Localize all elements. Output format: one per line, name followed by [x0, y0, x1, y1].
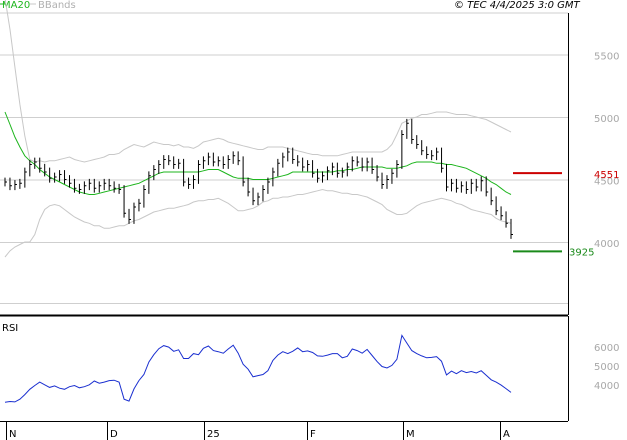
bbands-legend: BBands: [38, 0, 76, 11]
price-ytick-labels: 5500 5000 4500 4000: [594, 52, 619, 251]
rsi-ytick-label: 6000: [594, 343, 619, 354]
rsi-title: RSI: [2, 323, 18, 334]
price-panel: 5500 5000 4500 4000 4551 3925: [0, 0, 619, 315]
rsi-line: [4, 334, 512, 403]
bbands-lower-line: [4, 188, 512, 258]
time-axis-label: D: [110, 429, 118, 440]
rsi-ytick-label: 5000: [594, 362, 619, 373]
ma20-legend: MA20: [2, 0, 30, 11]
ma20-line: [4, 111, 512, 195]
legend-bar: [0, 0, 420, 12]
time-axis-label: 25: [207, 429, 220, 440]
price-ytick-label: 4000: [594, 239, 619, 250]
rsi-ytick-labels: 6000 5000 4000: [594, 343, 619, 392]
rsi-ytick-label: 4000: [594, 381, 619, 392]
time-axis-label: N: [9, 429, 16, 440]
price-gridlines: [0, 54, 568, 243]
support-label: 3925: [569, 247, 594, 258]
time-axis-label: M: [406, 429, 415, 440]
resistance-label: 4551: [594, 170, 619, 181]
time-axis-label: F: [310, 429, 316, 440]
price-bars: [4, 118, 513, 239]
price-ytick-label: 5500: [594, 52, 619, 63]
rsi-panel: RSI 6000 5000 4000: [2, 316, 619, 421]
time-axis-label: A: [503, 429, 510, 440]
price-ytick-label: 4500: [594, 177, 619, 188]
time-axis-labels: N D 25 F M A: [6, 421, 510, 440]
price-ytick-label: 5000: [594, 114, 619, 125]
copyright-text: © TEC 4/4/2025 3:0 GMT: [454, 0, 581, 11]
bbands-upper-line: [4, 0, 512, 163]
